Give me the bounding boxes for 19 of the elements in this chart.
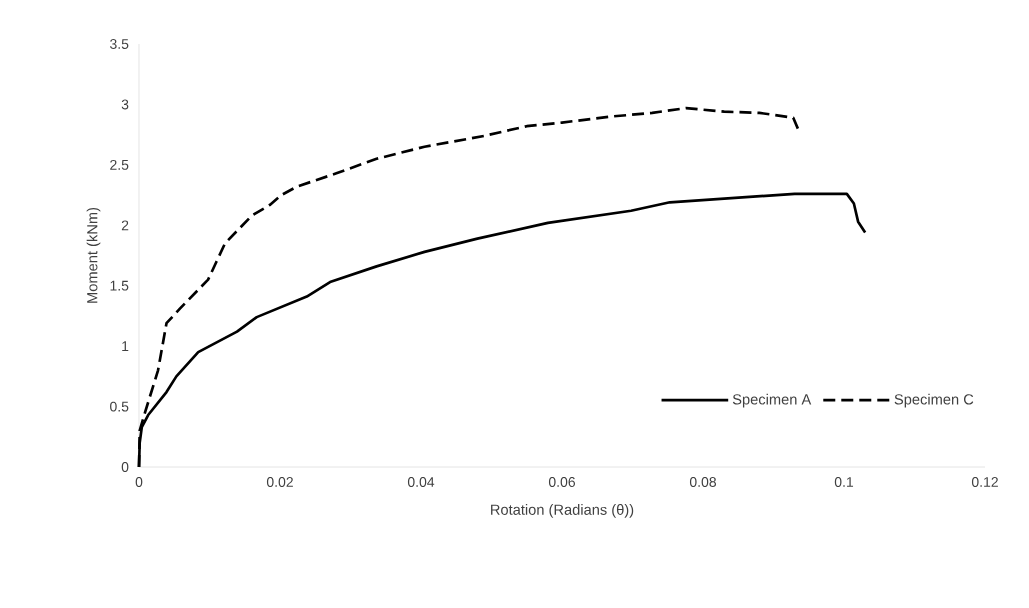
y-tick-label: 0 [121, 462, 129, 472]
y-axis-title: Moment (kNm) [86, 207, 101, 303]
y-tick-label: 2.5 [110, 159, 129, 170]
y-tick-label: 3 [121, 99, 129, 110]
x-tick-label: 0 [135, 477, 143, 487]
x-tick-label: 0.08 [689, 477, 717, 487]
x-tick-label: 0.02 [266, 477, 293, 487]
y-tick-label: 0.5 [110, 401, 129, 412]
x-tick-label: 0.1 [834, 477, 854, 487]
y-tick-label: 1 [122, 341, 129, 351]
y-tick-label: 3.5 [110, 39, 129, 49]
x-axis-title: Rotation (Radians (θ)) [491, 504, 634, 518]
x-tick-label: 0.12 [971, 477, 998, 487]
legend-label: Specimen A [732, 393, 812, 408]
y-tick-label: 1.5 [110, 280, 129, 291]
y-tick-label: 2 [121, 220, 129, 231]
legend-label: Specimen C [894, 393, 974, 408]
x-tick-label: 0.06 [548, 477, 576, 487]
x-tick-label: 0.04 [407, 477, 435, 487]
